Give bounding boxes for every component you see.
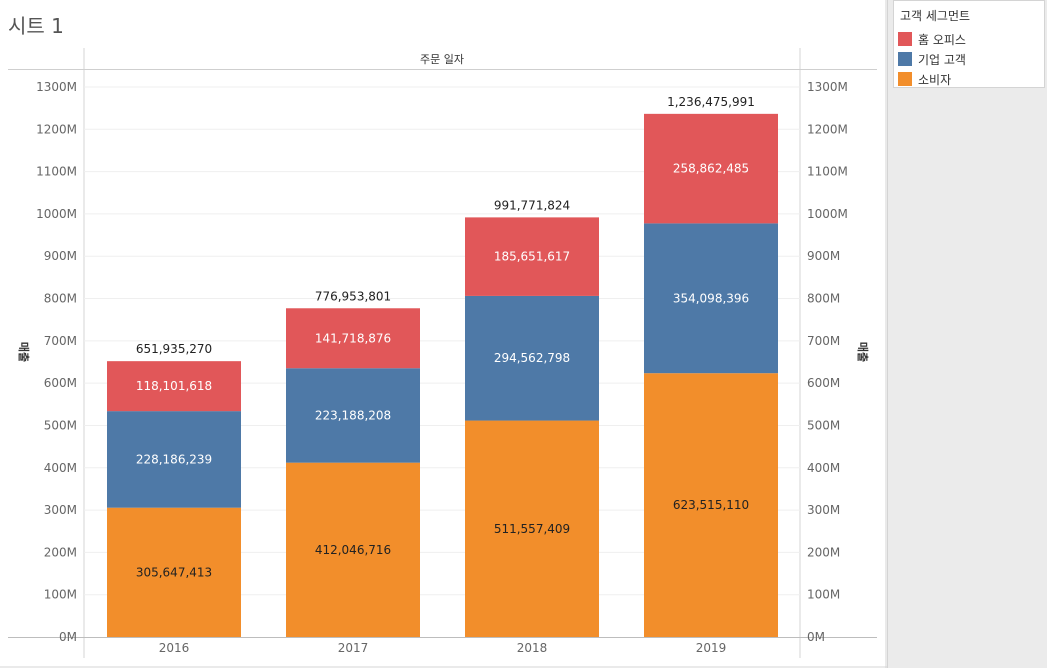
- y-tick-label-right: 100M: [807, 588, 840, 602]
- bar-segment: [465, 217, 599, 296]
- segment-value-label: 223,188,208: [315, 408, 391, 422]
- segment-value-label: 258,862,485: [673, 162, 749, 176]
- bar-segment: [286, 368, 420, 463]
- y-tick-label-right: 800M: [807, 292, 840, 306]
- side-panel: [887, 0, 1047, 668]
- y-tick-label-left: 200M: [44, 545, 77, 559]
- legend-label: 홈 오피스: [918, 33, 966, 47]
- y-tick-label-right: 700M: [807, 334, 840, 348]
- bar-segment: [644, 373, 778, 637]
- y-tick-label-right: 200M: [807, 545, 840, 559]
- y-tick-label-right: 900M: [807, 249, 840, 263]
- y-tick-label-right: 1100M: [807, 165, 848, 179]
- y-tick-label-right: 1200M: [807, 122, 848, 136]
- y-tick-label-right: 1000M: [807, 207, 848, 221]
- sheet-title: 시트 1: [8, 14, 64, 38]
- legend-swatch: [898, 72, 912, 86]
- bar-total-label: 651,935,270: [136, 342, 212, 356]
- legend-title: 고객 세그먼트: [900, 9, 971, 23]
- y-tick-label-left: 600M: [44, 376, 77, 390]
- y-tick-label-left: 300M: [44, 503, 77, 517]
- bar-total-label: 991,771,824: [494, 198, 570, 212]
- bar-total-label: 776,953,801: [315, 289, 391, 303]
- segment-value-label: 623,515,110: [673, 498, 749, 512]
- legend-label: 소비자: [918, 73, 952, 87]
- bar-segment: [107, 361, 241, 412]
- bar-segment: [107, 507, 241, 637]
- y-tick-label-left: 700M: [44, 334, 77, 348]
- x-tick-label: 2019: [696, 641, 727, 655]
- y-tick-label-left: 900M: [44, 249, 77, 263]
- bar-segment: [465, 295, 599, 421]
- y-axis-title-left: 매출: [17, 342, 31, 362]
- segment-value-label: 118,101,618: [136, 379, 212, 393]
- stacked-bar-chart: 0M 0M 100M 100M 200M 200M 300M 300M 400M 400M 500M…: [0, 0, 887, 668]
- y-tick-label-left: 1200M: [36, 122, 77, 136]
- segment-value-label: 294,562,798: [494, 351, 570, 365]
- x-tick-label: 2018: [517, 641, 548, 655]
- y-tick-label-right: 0M: [807, 630, 825, 644]
- segment-value-label: 412,046,716: [315, 543, 391, 557]
- legend-swatch: [898, 52, 912, 66]
- legend: 고객 세그먼트 홈 오피스 기업 고객 소비자: [893, 0, 1045, 88]
- x-tick-label: 2017: [338, 641, 369, 655]
- y-tick-label-left: 100M: [44, 588, 77, 602]
- y-tick-label-left: 800M: [44, 292, 77, 306]
- legend-swatch: [898, 32, 912, 46]
- segment-value-label: 305,647,413: [136, 565, 212, 579]
- segment-value-label: 228,186,239: [136, 452, 212, 466]
- column-header-label: 주문 일자: [420, 52, 464, 66]
- bar-segment: [286, 308, 420, 369]
- y-tick-label-right: 500M: [807, 418, 840, 432]
- bar-segment: [644, 113, 778, 224]
- y-tick-label-left: 0M: [59, 630, 77, 644]
- y-tick-label-right: 1300M: [807, 80, 848, 94]
- bar-total-label: 1,236,475,991: [667, 95, 755, 109]
- y-tick-label-left: 1300M: [36, 80, 77, 94]
- y-tick-label-right: 300M: [807, 503, 840, 517]
- legend-label: 기업 고객: [918, 53, 966, 67]
- y-tick-label-left: 500M: [44, 418, 77, 432]
- y-tick-label-left: 1100M: [36, 165, 77, 179]
- segment-value-label: 511,557,409: [494, 522, 570, 536]
- bar-segment: [286, 462, 420, 637]
- y-axis-title-right: 매출: [856, 342, 870, 362]
- bar-segment: [107, 411, 241, 508]
- segment-value-label: 141,718,876: [315, 331, 391, 345]
- y-tick-label-left: 400M: [44, 461, 77, 475]
- y-tick-label-left: 1000M: [36, 207, 77, 221]
- y-tick-label-right: 600M: [807, 376, 840, 390]
- segment-value-label: 354,098,396: [673, 291, 749, 305]
- y-tick-label-right: 400M: [807, 461, 840, 475]
- x-tick-label: 2016: [159, 641, 190, 655]
- bar-segment: [465, 420, 599, 637]
- bar-segment: [644, 223, 778, 374]
- segment-value-label: 185,651,617: [494, 250, 570, 264]
